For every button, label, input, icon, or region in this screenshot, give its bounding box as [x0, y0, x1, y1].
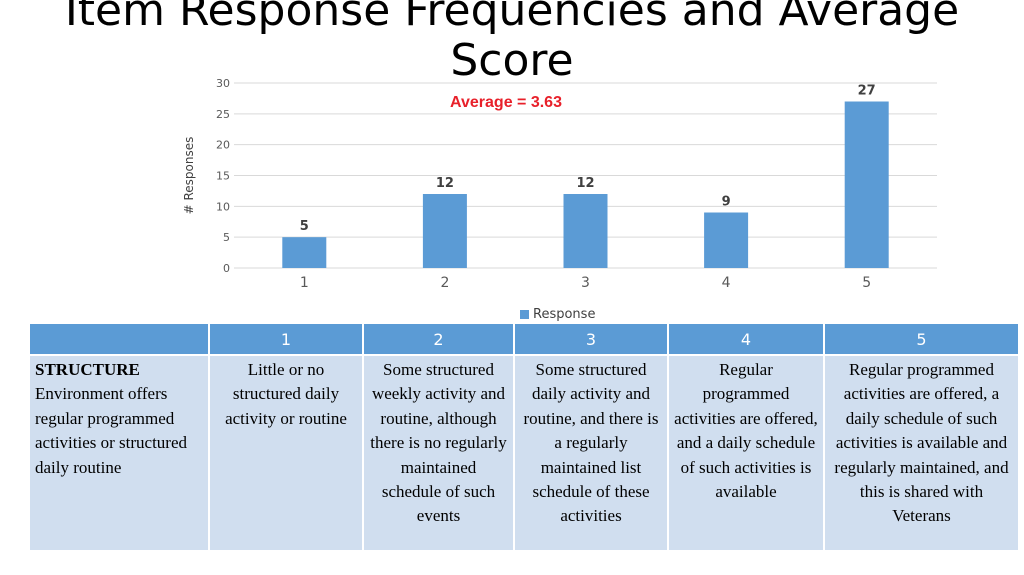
y-tick-label: 10	[216, 200, 230, 213]
x-tick-label: 5	[862, 275, 871, 291]
x-tick-label: 3	[581, 275, 590, 291]
x-tick-label: 1	[300, 275, 309, 291]
chart-legend: Response	[520, 307, 595, 322]
table-header-cell: 5	[823, 322, 1020, 356]
y-tick-label: 15	[216, 170, 230, 183]
bar	[282, 237, 327, 268]
rubric-table: 1 2 3 4 5 STRUCTURE Environment offers r…	[28, 322, 1020, 552]
y-tick-label: 0	[223, 262, 230, 275]
average-annotation: Average = 3.63	[450, 94, 562, 111]
row-label-bold: STRUCTURE	[35, 360, 140, 379]
data-label: 12	[576, 176, 594, 191]
y-tick-label: 25	[216, 108, 230, 121]
table-cell: Regular programmed activities are offere…	[667, 354, 825, 552]
table-header-cell: 1	[208, 322, 364, 356]
table-cell: Little or no structured daily activity o…	[208, 354, 364, 552]
bar	[844, 101, 889, 268]
table-row: STRUCTURE Environment offers regular pro…	[28, 354, 1020, 552]
data-label: 5	[300, 219, 309, 234]
table-header-cell: 2	[362, 322, 515, 356]
table-header-cell	[28, 322, 210, 356]
data-label: 27	[858, 84, 876, 99]
table-header-cell: 3	[513, 322, 669, 356]
x-tick-label: 2	[440, 275, 449, 291]
row-label-text: Environment offers regular programmed ac…	[35, 384, 188, 477]
y-axis-label: # Responses	[182, 137, 196, 215]
data-label: 9	[722, 195, 731, 210]
table-header-cell: 4	[667, 322, 825, 356]
table-cell: Regular programmed activities are offere…	[823, 354, 1020, 552]
bar	[563, 194, 608, 268]
table-cell: Some structured weekly activity and rout…	[362, 354, 515, 552]
row-label-cell: STRUCTURE Environment offers regular pro…	[28, 354, 210, 552]
bar	[422, 194, 467, 268]
x-tick-label: 4	[722, 275, 731, 291]
data-label: 12	[436, 176, 454, 191]
y-tick-label: 20	[216, 139, 230, 152]
legend-label: Response	[533, 307, 596, 322]
y-tick-label: 30	[216, 77, 230, 90]
bar-chart: 0 5 10 15 20 25 30 # Responses 5 1 12 2 12 3 9 4 27 5 Aver…	[182, 77, 937, 291]
bar	[704, 212, 749, 268]
page-title: Item Response Frequencies and Average Sc…	[64, 0, 960, 86]
table-cell: Some structured daily activity and routi…	[513, 354, 669, 552]
table-header-row: 1 2 3 4 5	[28, 322, 1020, 356]
legend-swatch	[520, 310, 529, 319]
y-tick-label: 5	[223, 231, 230, 244]
